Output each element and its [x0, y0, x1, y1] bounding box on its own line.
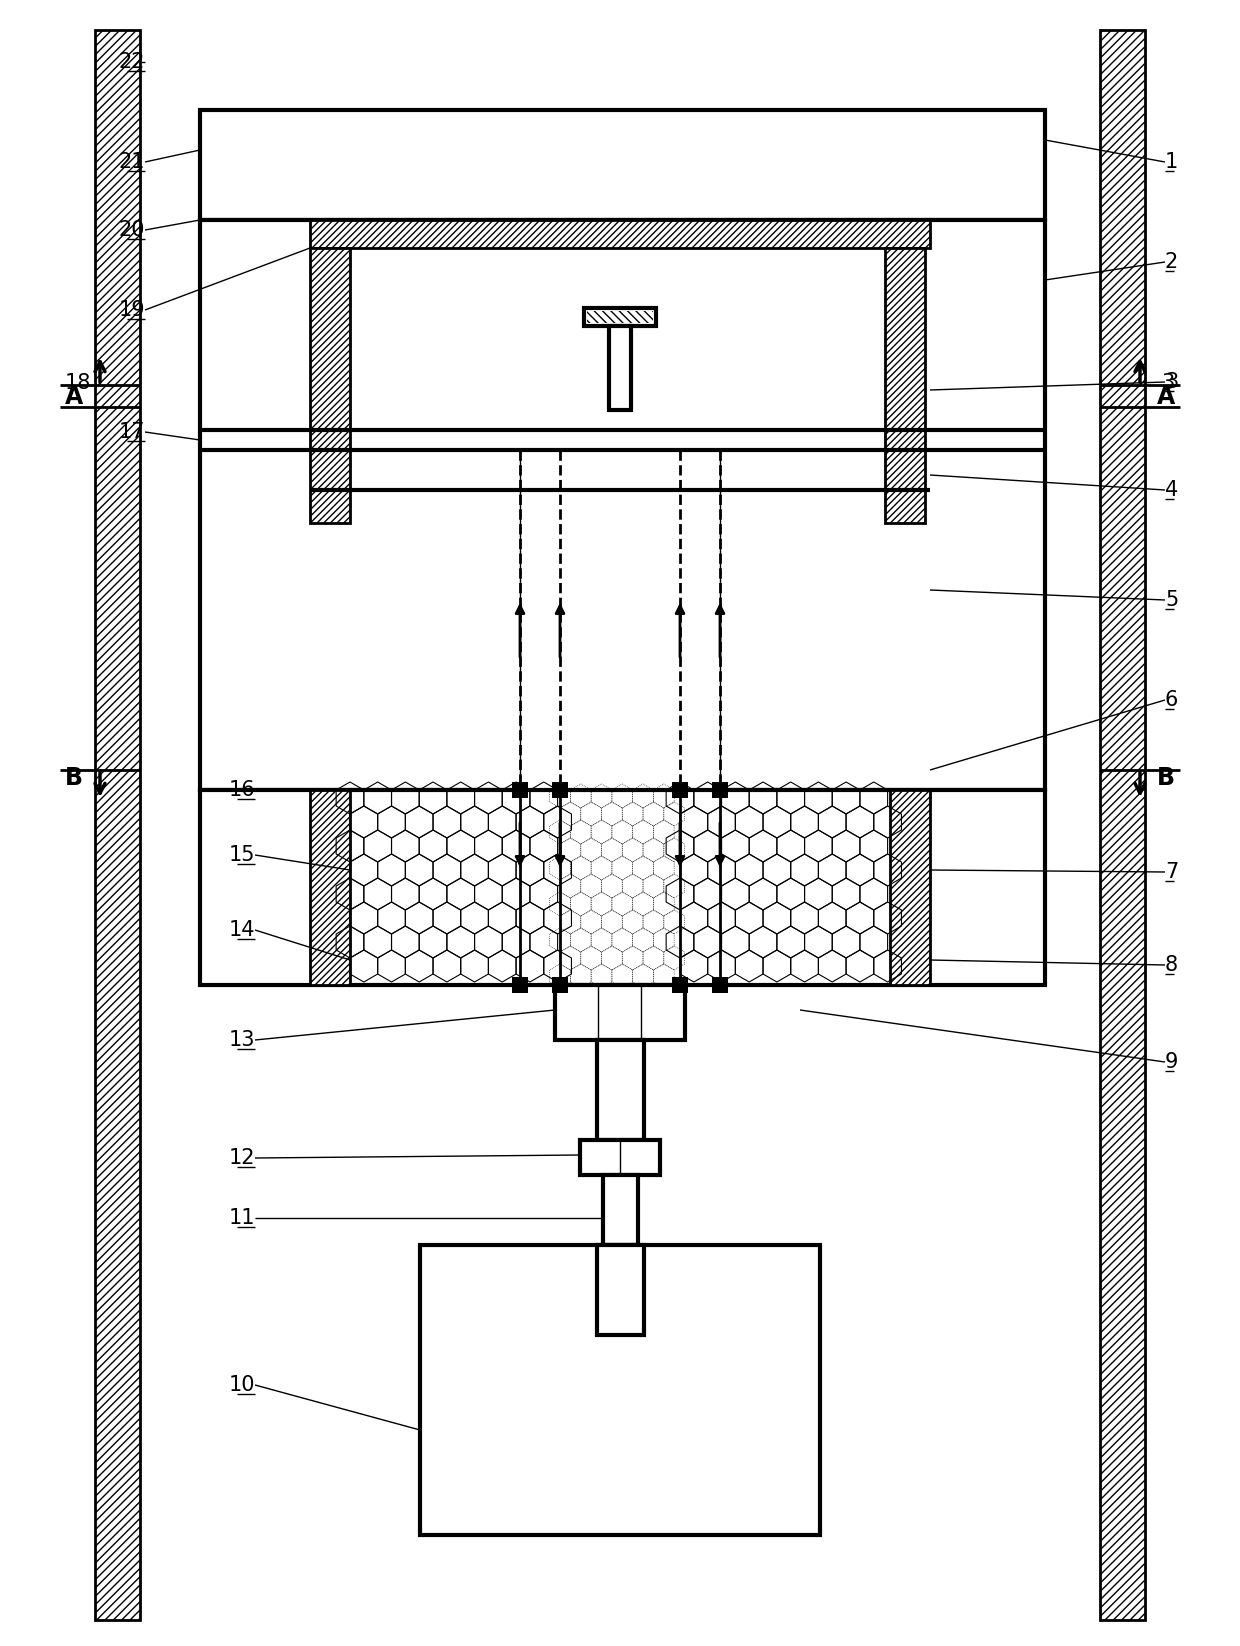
Bar	[587, 311, 653, 323]
Text: 20: 20	[119, 221, 145, 240]
Bar	[512, 782, 528, 798]
Text: 18: 18	[64, 374, 92, 393]
Text: A: A	[64, 385, 83, 408]
Bar	[890, 790, 930, 984]
Bar	[552, 782, 568, 798]
Bar	[310, 790, 350, 984]
Bar	[712, 782, 728, 798]
Text: 2: 2	[1166, 252, 1178, 272]
Bar	[310, 221, 930, 249]
Bar	[512, 978, 528, 993]
Bar	[672, 782, 688, 798]
Text: 9: 9	[1166, 1052, 1178, 1072]
Text: 14: 14	[228, 920, 255, 940]
Bar	[580, 1141, 660, 1175]
Bar	[596, 1040, 644, 1141]
Bar	[712, 978, 728, 993]
Text: 8: 8	[1166, 955, 1178, 974]
Bar	[1100, 30, 1145, 1620]
Bar	[200, 110, 1045, 221]
Text: 7: 7	[1166, 863, 1178, 882]
Text: 13: 13	[228, 1030, 255, 1050]
Bar	[310, 249, 350, 523]
Bar	[584, 308, 656, 326]
Bar	[95, 30, 140, 1620]
Text: 15: 15	[228, 844, 255, 866]
Text: 19: 19	[118, 300, 145, 319]
Text: B: B	[64, 765, 83, 790]
Text: 10: 10	[228, 1374, 255, 1396]
Bar	[609, 326, 631, 410]
Text: A: A	[1157, 385, 1176, 408]
Bar	[552, 978, 568, 993]
Text: 4: 4	[1166, 481, 1178, 500]
Text: 3: 3	[1162, 374, 1176, 393]
Text: 21: 21	[119, 151, 145, 171]
Bar	[200, 790, 1045, 984]
Bar	[596, 1244, 644, 1335]
Bar	[556, 984, 684, 1040]
Text: B: B	[1157, 765, 1176, 790]
Text: 5: 5	[1166, 589, 1178, 611]
Bar	[200, 221, 1045, 790]
Bar	[520, 449, 720, 790]
Text: 6: 6	[1166, 690, 1178, 709]
Text: 22: 22	[119, 53, 145, 72]
Text: 1: 1	[1166, 151, 1178, 171]
Bar	[603, 1175, 639, 1244]
Text: 16: 16	[228, 780, 255, 800]
Bar	[885, 249, 925, 523]
Bar	[420, 1244, 820, 1536]
Text: 3: 3	[1166, 372, 1178, 392]
Text: 12: 12	[228, 1147, 255, 1169]
Bar	[672, 978, 688, 993]
Text: 17: 17	[119, 421, 145, 443]
Text: 11: 11	[228, 1208, 255, 1228]
